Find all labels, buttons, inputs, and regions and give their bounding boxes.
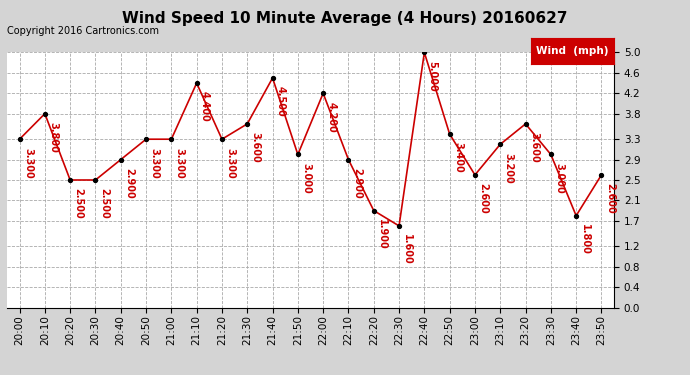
- Text: 2.900: 2.900: [352, 168, 362, 199]
- Point: [191, 80, 202, 86]
- Point: [393, 223, 404, 229]
- Point: [293, 152, 304, 157]
- Text: 3.300: 3.300: [225, 147, 235, 178]
- Text: 2.500: 2.500: [73, 188, 83, 219]
- Text: 2.600: 2.600: [478, 183, 489, 214]
- Text: Wind  (mph): Wind (mph): [536, 46, 609, 56]
- Text: 2.600: 2.600: [604, 183, 615, 214]
- Point: [115, 157, 126, 163]
- Text: Wind Speed 10 Minute Average (4 Hours) 20160627: Wind Speed 10 Minute Average (4 Hours) 2…: [122, 11, 568, 26]
- Text: 3.300: 3.300: [149, 147, 159, 178]
- Text: 3.300: 3.300: [23, 147, 33, 178]
- Text: 5.000: 5.000: [428, 61, 437, 92]
- Point: [267, 75, 278, 81]
- Text: 4.500: 4.500: [276, 86, 286, 117]
- Point: [90, 177, 101, 183]
- Point: [469, 172, 480, 178]
- Text: 3.800: 3.800: [48, 122, 58, 153]
- Point: [241, 121, 253, 127]
- Point: [444, 131, 455, 137]
- Text: 3.000: 3.000: [301, 163, 311, 194]
- Text: 4.200: 4.200: [326, 102, 337, 132]
- Text: 3.000: 3.000: [554, 163, 564, 194]
- Text: 3.600: 3.600: [529, 132, 539, 163]
- Text: 3.200: 3.200: [504, 153, 513, 183]
- Text: Copyright 2016 Cartronics.com: Copyright 2016 Cartronics.com: [7, 26, 159, 36]
- Text: 1.600: 1.600: [402, 234, 413, 265]
- Point: [545, 152, 556, 157]
- Text: 3.400: 3.400: [453, 142, 463, 173]
- Text: 1.900: 1.900: [377, 219, 387, 250]
- Point: [520, 121, 531, 127]
- Point: [141, 136, 152, 142]
- Point: [14, 136, 25, 142]
- Point: [571, 213, 582, 219]
- Point: [217, 136, 228, 142]
- Point: [343, 157, 354, 163]
- Point: [166, 136, 177, 142]
- Point: [419, 50, 430, 55]
- Text: 2.900: 2.900: [124, 168, 134, 199]
- Text: 1.800: 1.800: [580, 224, 589, 255]
- Point: [368, 208, 380, 214]
- Text: 4.400: 4.400: [200, 92, 210, 122]
- Point: [39, 111, 50, 117]
- Point: [65, 177, 76, 183]
- Text: 3.300: 3.300: [175, 147, 185, 178]
- Text: 3.600: 3.600: [250, 132, 261, 163]
- Point: [495, 141, 506, 147]
- Point: [596, 172, 607, 178]
- Point: [317, 90, 328, 96]
- Text: 2.500: 2.500: [99, 188, 109, 219]
